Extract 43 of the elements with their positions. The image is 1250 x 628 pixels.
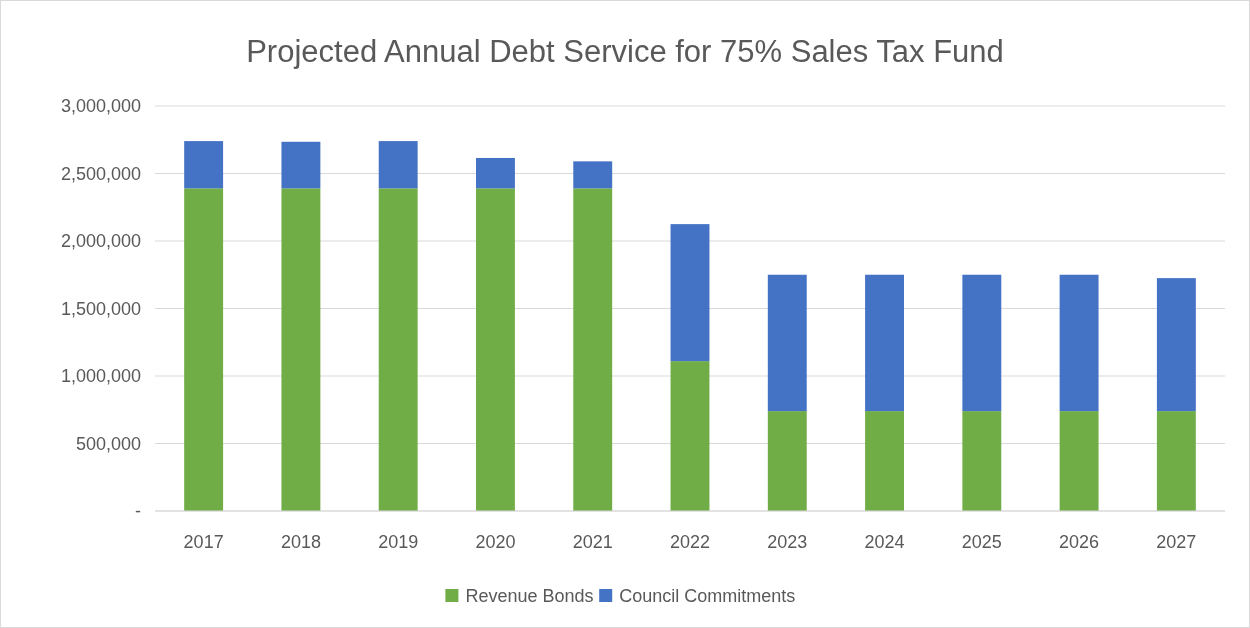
- bar: [1059, 411, 1099, 511]
- bar: [573, 188, 613, 511]
- bar: [1156, 278, 1196, 412]
- bar: [184, 188, 224, 511]
- bar: [865, 274, 904, 412]
- y-tick-label: 3,000,000: [60, 96, 141, 117]
- bar: [962, 411, 1002, 511]
- y-tick-label: 500,000: [75, 433, 141, 454]
- bar: [962, 274, 1002, 412]
- x-tick-label: 2021: [572, 532, 613, 552]
- bar: [476, 157, 515, 189]
- bar: [184, 141, 224, 189]
- bar: [281, 141, 321, 189]
- y-tick-label: -: [135, 501, 141, 522]
- x-tick-label: 2025: [961, 532, 1002, 552]
- bar: [865, 411, 904, 511]
- y-tick-label: 1,000,000: [60, 366, 141, 387]
- x-tick-label: 2020: [475, 532, 516, 552]
- chart-title: Projected Annual Debt Service for 75% Sales Tax Fund: [246, 34, 1004, 69]
- x-tick-label: 2023: [767, 532, 808, 552]
- y-tick-label: 1,500,000: [60, 298, 141, 319]
- legend-label: Revenue Bonds: [465, 586, 594, 607]
- x-tick-label: 2019: [378, 532, 419, 552]
- x-tick-label: 2022: [669, 532, 711, 552]
- x-tick-label: 2027: [1156, 532, 1197, 552]
- bar: [281, 188, 321, 511]
- x-tick-label: 2026: [1059, 532, 1100, 552]
- bar: [1156, 411, 1196, 511]
- legend-label: Council Commitments: [619, 586, 796, 607]
- y-tick-label: 2,000,000: [60, 231, 141, 252]
- bar: [767, 274, 807, 412]
- bar: [1059, 274, 1099, 412]
- bar: [378, 141, 418, 189]
- bar: [378, 188, 418, 511]
- bar: [670, 361, 710, 511]
- bar: [767, 411, 807, 511]
- x-tick-label: 2018: [280, 532, 321, 552]
- y-tick-label: 2,500,000: [60, 163, 141, 184]
- bar: [476, 188, 515, 511]
- x-tick-label: 2017: [183, 532, 224, 552]
- x-tick-label: 2024: [864, 532, 905, 552]
- bar: [670, 224, 710, 362]
- bar: [573, 161, 613, 189]
